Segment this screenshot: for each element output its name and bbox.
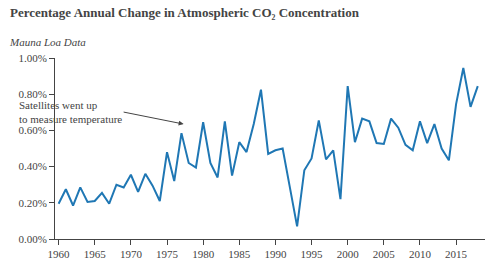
svg-text:1965: 1965 [84,248,107,260]
svg-text:0.00%: 0.00% [18,233,46,245]
svg-text:2005: 2005 [373,248,396,260]
svg-text:Mauna Loa Data: Mauna Loa Data [9,36,86,48]
svg-text:1970: 1970 [120,248,143,260]
svg-text:1985: 1985 [228,248,251,260]
svg-text:1975: 1975 [156,248,179,260]
svg-text:1960: 1960 [48,248,71,260]
svg-text:1980: 1980 [192,248,215,260]
svg-text:0.60%: 0.60% [18,124,46,136]
svg-text:Percentage Annual Change in At: Percentage Annual Change in Atmospheric … [10,5,360,20]
svg-text:1990: 1990 [264,248,287,260]
svg-text:0.20%: 0.20% [18,197,46,209]
svg-text:1.00%: 1.00% [18,52,46,64]
svg-text:0.80%: 0.80% [18,88,46,100]
svg-text:2015: 2015 [445,248,468,260]
svg-text:0.40%: 0.40% [18,160,46,172]
svg-text:2000: 2000 [337,248,360,260]
svg-text:1995: 1995 [301,248,324,260]
svg-text:2010: 2010 [409,248,432,260]
svg-text:Satellites went upto measure t: Satellites went upto measure temperature [19,99,122,125]
